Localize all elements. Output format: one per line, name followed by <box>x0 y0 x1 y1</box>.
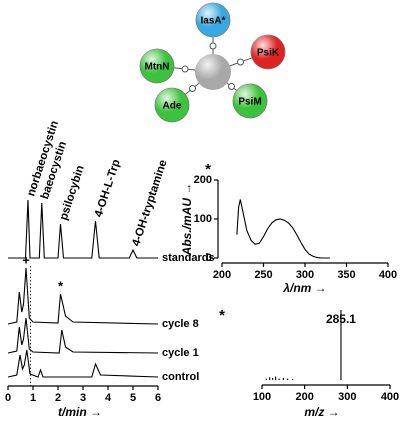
x-tick-label: 400 <box>381 391 399 403</box>
y-tick-label: 0 <box>206 252 212 264</box>
peak-label: 4-OH-tryptamine <box>130 158 169 247</box>
x-tick-label: 1 <box>30 392 36 404</box>
peak-marker: + <box>22 252 30 267</box>
enzyme-label: PsiM <box>238 97 261 108</box>
trace <box>7 317 159 354</box>
panel-mark: * <box>219 307 225 324</box>
x-tick-label: 300 <box>338 391 356 403</box>
x-tick-label: 250 <box>254 269 272 281</box>
x-axis-label: λ/nm → <box>282 281 326 295</box>
trace <box>8 199 158 259</box>
enzyme-shine <box>155 88 189 122</box>
x-tick-label: 350 <box>337 269 355 281</box>
enzyme-label: IasA* <box>200 16 225 27</box>
x-tick-label: 2 <box>55 392 61 404</box>
trace-label: control <box>162 371 199 383</box>
x-tick-label: 3 <box>80 392 86 404</box>
trace-label: cycle 8 <box>162 318 199 330</box>
y-tick-label: 100 <box>194 213 212 225</box>
linker-ring <box>228 83 235 90</box>
enzyme-shine <box>140 49 174 83</box>
peak-label: 285.1 <box>326 312 356 326</box>
linker-ring <box>237 58 244 66</box>
x-tick-label: 200 <box>295 391 313 403</box>
x-tick-label: 200 <box>213 269 231 281</box>
panel-mark: * <box>205 161 211 178</box>
peak-label: 4-OH-L-Trp <box>93 158 123 219</box>
enzyme-shine <box>196 3 230 37</box>
x-axis-label: m/z → <box>304 405 339 419</box>
x-axis-label: t/min → <box>58 405 102 419</box>
enzyme-label: MtnN <box>145 62 170 73</box>
x-tick-label: 400 <box>379 269 397 281</box>
trace <box>7 267 159 325</box>
y-axis-label: Abs./mAU → <box>180 183 194 257</box>
uv-spectrum: 0 100 200 200 250 300 350 400 * λ/nm → Abs./mAU → <box>180 161 397 295</box>
trace-label: standards <box>162 252 215 264</box>
linker-ring <box>181 65 189 73</box>
enzyme-diagram: IasA* PsiK PsiM Ade MtnN <box>139 2 286 123</box>
peak-marker: * <box>58 278 64 293</box>
mass-spectrum: 100 200 300 400 285.1 * m/z → <box>219 307 399 419</box>
y-tick-label: 200 <box>194 174 212 186</box>
x-tick-label: 0 <box>5 392 11 404</box>
enzyme-shine <box>251 35 285 69</box>
x-tick-label: 5 <box>130 392 136 404</box>
enzyme-label: PsiK <box>257 48 280 59</box>
bead-shine <box>195 54 231 90</box>
x-tick-label: 300 <box>296 269 314 281</box>
x-tick-label: 4 <box>105 392 112 404</box>
chromatogram: 0 1 2 3 4 5 6 t/min → standards cycle 8 + * cycle 1 c… <box>5 119 215 419</box>
x-tick-label: 6 <box>155 392 161 404</box>
linker-ring <box>189 85 196 92</box>
peak-label: psilocybin <box>58 164 87 222</box>
enzyme-label: Ade <box>163 101 182 112</box>
trace-label: cycle 1 <box>162 347 199 359</box>
enzyme-shine <box>233 84 267 118</box>
x-tick-label: 100 <box>253 391 271 403</box>
trace <box>7 349 159 378</box>
spectrum <box>236 199 330 259</box>
linker-ring <box>209 42 217 50</box>
